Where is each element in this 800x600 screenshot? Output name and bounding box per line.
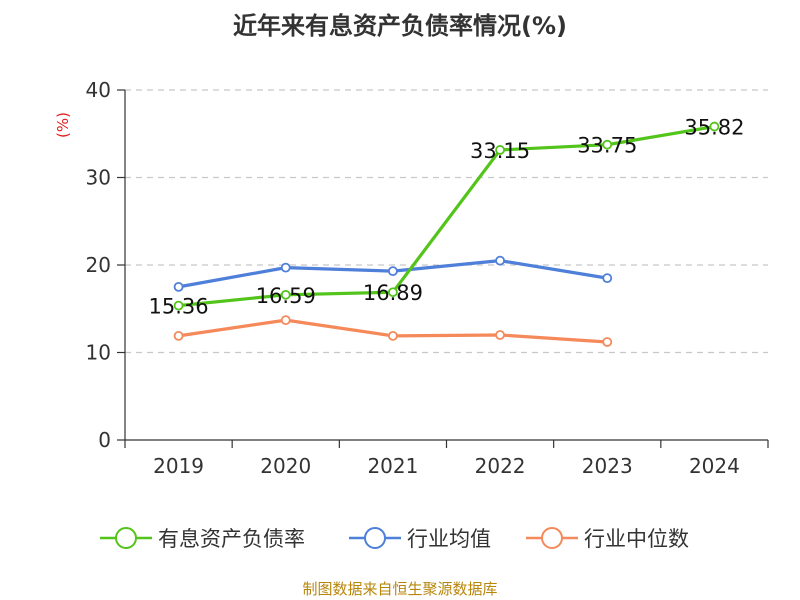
legend: 有息资产负债率 行业均值 行业中位数 bbox=[0, 520, 800, 556]
data-label: 16.59 bbox=[256, 284, 316, 308]
data-points bbox=[173, 121, 720, 347]
data-label: 33.15 bbox=[470, 139, 530, 163]
data-point bbox=[495, 145, 505, 155]
legend-marker-icon bbox=[100, 527, 152, 549]
x-tick-label: 2024 bbox=[689, 454, 740, 478]
x-tick-label: 2019 bbox=[153, 454, 204, 478]
x-tick-label: 2021 bbox=[367, 454, 418, 478]
series-line bbox=[176, 124, 717, 308]
legend-marker-circle bbox=[541, 527, 563, 549]
legend-marker-icon bbox=[526, 527, 578, 549]
x-tick-label: 2020 bbox=[260, 454, 311, 478]
data-point bbox=[709, 121, 720, 132]
chart-title: 近年来有息资产负债率情况(%) bbox=[233, 12, 567, 40]
data-point bbox=[602, 337, 613, 347]
legend-label: 有息资产负债率 bbox=[158, 527, 305, 551]
data-point bbox=[388, 266, 398, 277]
y-tick-label: 10 bbox=[86, 341, 111, 365]
y-axis-label: (%) bbox=[54, 112, 72, 138]
legend-item[interactable]: 行业均值 bbox=[349, 520, 491, 556]
data-point bbox=[602, 139, 613, 150]
data-point bbox=[173, 281, 184, 292]
legend-marker-circle bbox=[115, 527, 137, 549]
data-label: 33.75 bbox=[577, 134, 637, 158]
legend-item[interactable]: 有息资产负债率 bbox=[100, 520, 305, 556]
legend-item[interactable]: 行业中位数 bbox=[526, 520, 689, 556]
y-tick-label: 30 bbox=[86, 166, 111, 190]
axes: 0 10 20 30 40 2019 2020 2021 2022 2023 2024 (%) bbox=[54, 78, 769, 478]
x-tick-label: 2022 bbox=[475, 454, 526, 478]
series-lines bbox=[176, 124, 717, 344]
data-point bbox=[173, 300, 184, 311]
legend-marker-icon bbox=[349, 527, 401, 549]
data-point bbox=[388, 330, 398, 341]
data-point bbox=[495, 255, 505, 266]
data-point bbox=[602, 273, 613, 284]
data-point bbox=[495, 330, 505, 340]
data-point bbox=[280, 262, 291, 273]
legend-label: 行业均值 bbox=[407, 527, 491, 551]
y-tick-label: 0 bbox=[98, 428, 111, 452]
source-note: 制图数据来自恒生聚源数据库 bbox=[302, 580, 498, 598]
y-tick-label: 20 bbox=[86, 253, 111, 277]
data-label: 35.82 bbox=[684, 116, 744, 140]
y-tick-label: 40 bbox=[86, 78, 111, 102]
legend-marker-circle bbox=[364, 527, 386, 549]
data-point bbox=[173, 330, 184, 341]
data-labels: 15.36 16.59 16.89 33.15 33.75 35.82 bbox=[149, 116, 745, 319]
data-label: 15.36 bbox=[149, 295, 209, 319]
legend-label: 行业中位数 bbox=[584, 527, 689, 551]
data-label: 16.89 bbox=[363, 281, 423, 305]
data-point bbox=[280, 289, 291, 300]
data-point bbox=[280, 315, 291, 326]
x-tick-label: 2023 bbox=[582, 454, 633, 478]
data-point bbox=[388, 287, 398, 298]
